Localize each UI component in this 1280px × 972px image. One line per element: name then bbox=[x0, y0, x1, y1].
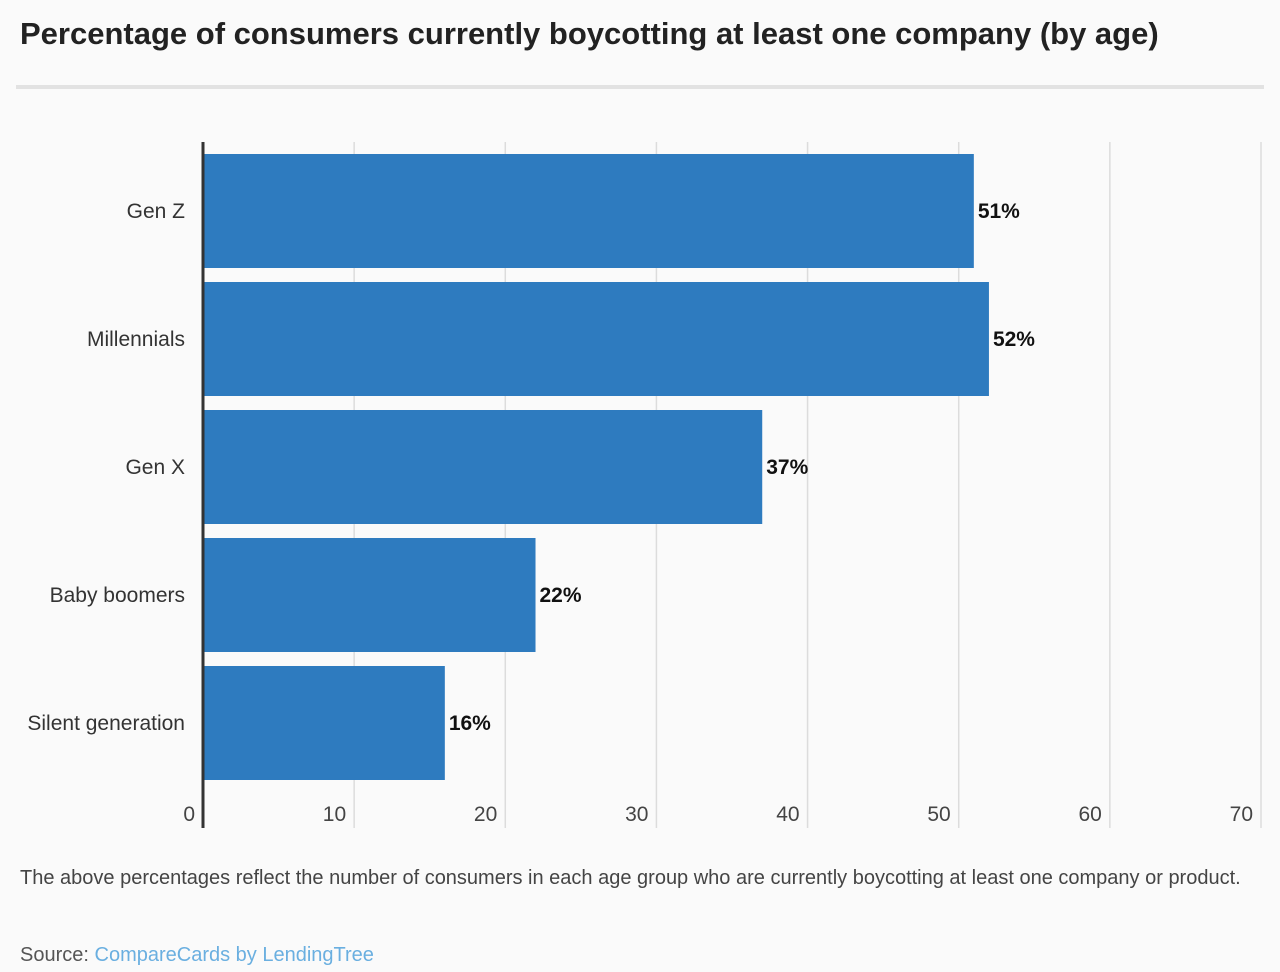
bar-baby-boomers bbox=[203, 538, 536, 652]
x-tick-label: 10 bbox=[323, 803, 346, 826]
x-tick-label: 20 bbox=[474, 803, 497, 826]
category-label: Gen Z bbox=[127, 200, 186, 223]
x-tick-label: 30 bbox=[625, 803, 648, 826]
bar-millennials bbox=[203, 282, 989, 396]
bar-silent-generation bbox=[203, 666, 445, 780]
category-label: Silent generation bbox=[27, 712, 185, 735]
data-label: 51% bbox=[978, 200, 1020, 223]
data-label: 16% bbox=[449, 712, 491, 735]
chart-note: The above percentages reflect the number… bbox=[20, 867, 1241, 889]
data-label: 37% bbox=[766, 456, 808, 479]
x-tick-label: 60 bbox=[1078, 803, 1101, 826]
chart-title: Percentage of consumers currently boycot… bbox=[20, 16, 1159, 51]
x-tick-label: 0 bbox=[183, 803, 195, 826]
x-tick-label: 70 bbox=[1230, 803, 1253, 826]
category-label: Millennials bbox=[87, 328, 185, 351]
bar-gen-z bbox=[203, 154, 974, 268]
data-label: 22% bbox=[540, 584, 582, 607]
source-link[interactable]: CompareCards by LendingTree bbox=[94, 944, 374, 966]
x-tick-label: 50 bbox=[927, 803, 950, 826]
title-divider bbox=[16, 85, 1264, 89]
source-line: Source: CompareCards by LendingTree bbox=[20, 944, 374, 967]
category-label: Gen X bbox=[125, 456, 185, 479]
data-label: 52% bbox=[993, 328, 1035, 351]
x-tick-label: 40 bbox=[776, 803, 799, 826]
bar-gen-x bbox=[203, 410, 763, 524]
category-label: Baby boomers bbox=[50, 584, 185, 607]
source-label: Source: bbox=[20, 944, 89, 966]
